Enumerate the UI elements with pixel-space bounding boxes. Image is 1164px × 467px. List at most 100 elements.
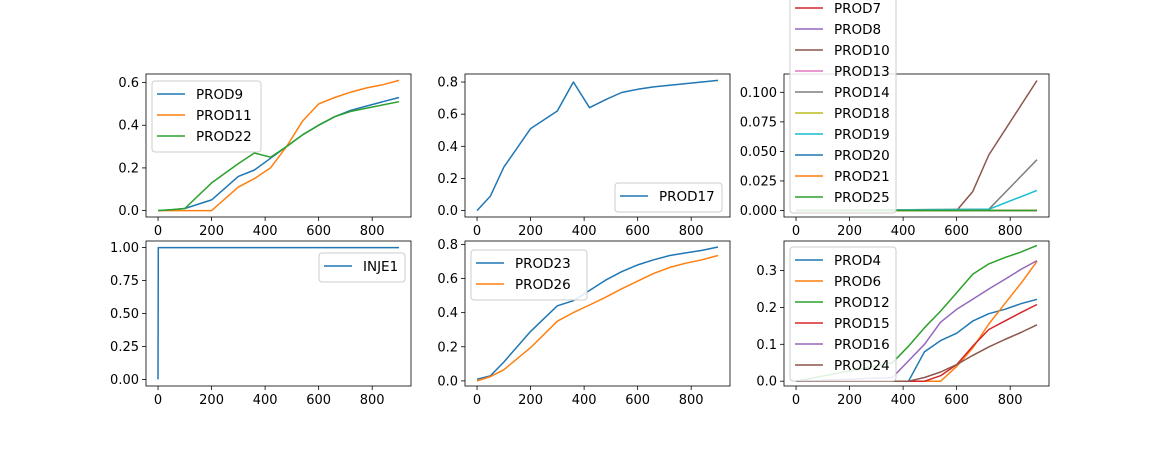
y-tick-label: 0.3 xyxy=(756,264,777,279)
legend: PROD7 PROD8 PROD10 PROD13 PROD14 PROD18 PROD19… xyxy=(789,0,897,214)
x-tick-label: 0 xyxy=(154,393,162,408)
legend-box xyxy=(789,0,897,214)
legend-entry: PROD11 xyxy=(196,108,252,124)
legend-entry: PROD15 xyxy=(834,316,890,332)
legend-entry: PROD17 xyxy=(659,189,715,205)
y-tick-label: 0.050 xyxy=(740,145,777,160)
subplot-1: 0 200 400 600 8000.00.20.40.6PROD9PROD11PROD… xyxy=(118,73,412,239)
series-line-prod6 xyxy=(796,260,1038,382)
legend-entry: PROD9 xyxy=(196,87,243,103)
y-tick-label: 0.2 xyxy=(437,340,458,355)
legend: PROD9 PROD11 PROD22 xyxy=(151,80,262,153)
axes-frame xyxy=(464,240,731,387)
legend-entry: PROD10 xyxy=(834,43,890,59)
axes-frame xyxy=(145,73,412,218)
x-tick-label: 200 xyxy=(837,393,862,408)
x-tick-label: 200 xyxy=(199,224,224,239)
series-group xyxy=(476,246,719,382)
legend-entry: PROD14 xyxy=(834,85,890,101)
x-tick-label: 800 xyxy=(360,393,385,408)
y-tick-label: 0.6 xyxy=(118,76,139,91)
series-line-prod22 xyxy=(157,100,400,212)
x-tick-label: 400 xyxy=(572,224,597,239)
y-tick-label: 0.2 xyxy=(756,301,777,316)
legend-box xyxy=(614,182,723,213)
legend-entry: PROD6 xyxy=(834,274,881,290)
legend: PROD4 PROD6 PROD12 PROD15 PROD16 PROD24 xyxy=(789,246,897,382)
x-tick-label: 400 xyxy=(891,224,916,239)
x-tick-label: 600 xyxy=(944,224,969,239)
series-line-prod12 xyxy=(795,244,1038,382)
y-tick-label: 0.8 xyxy=(437,76,458,91)
axes-frame xyxy=(464,73,731,218)
x-tick-label: 0 xyxy=(473,224,481,239)
x-tick-label: 200 xyxy=(837,224,862,239)
series-line-prod17 xyxy=(476,79,719,212)
x-tick-label: 800 xyxy=(998,224,1023,239)
x-tick-label: 0 xyxy=(154,224,162,239)
y-tick-label: 0.025 xyxy=(740,174,777,189)
x-tick-label: 600 xyxy=(625,224,650,239)
series-line-prod4 xyxy=(796,298,1038,382)
y-tick-label: 0.0 xyxy=(756,375,777,390)
legend-entry: PROD7 xyxy=(834,1,881,17)
y-tick-label: 0.4 xyxy=(437,306,458,321)
x-tick-label: 0 xyxy=(473,393,481,408)
legend-box xyxy=(318,252,406,283)
x-tick-label: 600 xyxy=(944,393,969,408)
x-tick-label: 200 xyxy=(518,224,543,239)
series-group xyxy=(795,244,1038,382)
legend-entry: PROD4 xyxy=(834,253,881,269)
x-tick-label: 400 xyxy=(253,224,278,239)
x-tick-label: 600 xyxy=(625,393,650,408)
y-tick-label: 0.4 xyxy=(118,119,139,134)
series-line-inje1 xyxy=(157,246,399,380)
y-tick-label: 0.4 xyxy=(437,140,458,155)
y-tick-label: 0.1 xyxy=(756,338,777,353)
x-tick-label: 800 xyxy=(998,393,1023,408)
y-tick-label: 0.000 xyxy=(740,204,777,219)
y-tick-label: 0.2 xyxy=(118,161,139,176)
y-tick-label: 0.100 xyxy=(740,86,777,101)
y-tick-label: 0.0 xyxy=(437,204,458,219)
x-tick-label: 0 xyxy=(792,393,800,408)
x-tick-label: 200 xyxy=(518,393,543,408)
legend-entry: PROD23 xyxy=(515,256,571,272)
x-tick-label: 400 xyxy=(572,393,597,408)
subplot-3: 0 200 400 600 800 0.000 0.025 0.050 0.075 0.100 PR… xyxy=(740,0,1050,239)
y-tick-label: 0.50 xyxy=(110,307,139,322)
legend-entry: PROD20 xyxy=(834,148,890,164)
legend-entry: PROD16 xyxy=(834,337,890,353)
series-line-prod24 xyxy=(796,324,1038,382)
legend-entry: PROD18 xyxy=(834,106,890,122)
legend: PROD23 PROD26 xyxy=(470,249,588,301)
x-tick-label: 800 xyxy=(360,224,385,239)
x-tick-label: 400 xyxy=(891,393,916,408)
legend: PROD17 xyxy=(614,182,723,213)
y-tick-label: 0.075 xyxy=(740,115,777,130)
y-tick-label: 0.6 xyxy=(437,108,458,123)
y-tick-label: 0.2 xyxy=(437,172,458,187)
x-tick-label: 600 xyxy=(306,224,331,239)
series-line-prod15 xyxy=(796,303,1038,382)
y-tick-label: 0.8 xyxy=(437,238,458,253)
subplot-2: 0 200 400 600 800 0.0 0.2 0.4 0.6 0.8 PROD17 xyxy=(437,73,731,239)
legend: INJE1 xyxy=(318,252,406,283)
x-tick-label: 200 xyxy=(199,393,224,408)
axes-frame xyxy=(783,240,1050,387)
legend-entry: PROD12 xyxy=(834,295,890,311)
y-tick-label: 0.25 xyxy=(110,340,139,355)
subplot-4: 0 200 400 600 800 0.00 0.25 0.50 0.75 1.00 INJE1 xyxy=(110,240,412,408)
x-tick-label: 800 xyxy=(679,393,704,408)
legend-entry: PROD19 xyxy=(834,127,890,143)
series-line-prod16 xyxy=(795,259,1038,382)
legend-box xyxy=(151,80,262,153)
y-tick-label: 0.00 xyxy=(110,373,139,388)
axes-frame xyxy=(783,73,1050,218)
series-line-prod26 xyxy=(476,254,719,382)
subplot-6: 0 200 400 600 800 0.0 0.1 0.2 0.3 PROD4 PROD6 PROD1… xyxy=(756,240,1050,408)
subplot-5: 0 200 400 600 800 0.0 0.2 0.4 0.6 0.8 PROD23 PROD26 xyxy=(437,238,731,408)
legend-entry: PROD24 xyxy=(834,358,890,374)
x-tick-label: 600 xyxy=(306,393,331,408)
